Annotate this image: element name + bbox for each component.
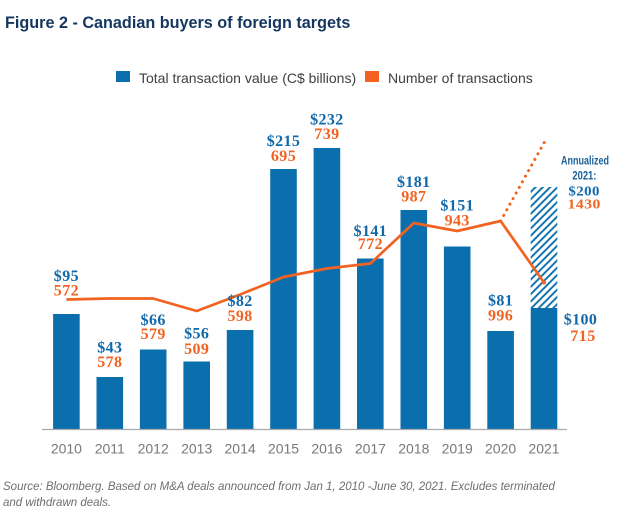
svg-text:2021:: 2021: xyxy=(572,169,596,183)
svg-text:2013: 2013 xyxy=(181,441,212,457)
svg-text:$56: $56 xyxy=(184,326,209,343)
svg-text:$200: $200 xyxy=(568,184,600,199)
svg-text:$100: $100 xyxy=(564,312,598,329)
svg-text:$43: $43 xyxy=(97,340,122,357)
svg-text:2015: 2015 xyxy=(268,441,299,457)
svg-text:739: 739 xyxy=(314,126,339,143)
svg-text:943: 943 xyxy=(445,212,470,229)
svg-text:2017: 2017 xyxy=(355,441,386,457)
svg-text:$82: $82 xyxy=(227,293,252,310)
svg-text:2011: 2011 xyxy=(95,441,125,457)
svg-text:509: 509 xyxy=(184,341,209,358)
svg-text:Annualized: Annualized xyxy=(561,154,609,168)
svg-text:2021: 2021 xyxy=(528,441,559,457)
svg-text:2016: 2016 xyxy=(311,441,342,457)
svg-text:$95: $95 xyxy=(54,268,79,285)
svg-text:2014: 2014 xyxy=(225,441,256,457)
svg-text:996: 996 xyxy=(488,308,513,325)
svg-text:$215: $215 xyxy=(267,133,301,150)
svg-text:$181: $181 xyxy=(397,174,431,191)
svg-text:1430: 1430 xyxy=(568,196,601,211)
svg-text:578: 578 xyxy=(97,354,122,371)
svg-text:715: 715 xyxy=(570,328,595,345)
svg-text:2019: 2019 xyxy=(442,441,473,457)
svg-text:695: 695 xyxy=(271,148,296,165)
svg-text:2018: 2018 xyxy=(398,441,429,457)
svg-text:579: 579 xyxy=(141,326,166,343)
svg-text:2020: 2020 xyxy=(485,441,516,457)
svg-text:2012: 2012 xyxy=(138,441,169,457)
svg-text:987: 987 xyxy=(401,189,426,206)
svg-text:772: 772 xyxy=(358,236,383,253)
svg-text:$66: $66 xyxy=(141,312,166,329)
svg-text:$81: $81 xyxy=(488,293,513,310)
svg-text:598: 598 xyxy=(227,308,252,325)
svg-text:$141: $141 xyxy=(354,223,388,240)
svg-text:$151: $151 xyxy=(440,198,474,215)
svg-text:2010: 2010 xyxy=(51,441,82,457)
svg-text:572: 572 xyxy=(54,282,79,299)
svg-text:$232: $232 xyxy=(310,112,344,129)
